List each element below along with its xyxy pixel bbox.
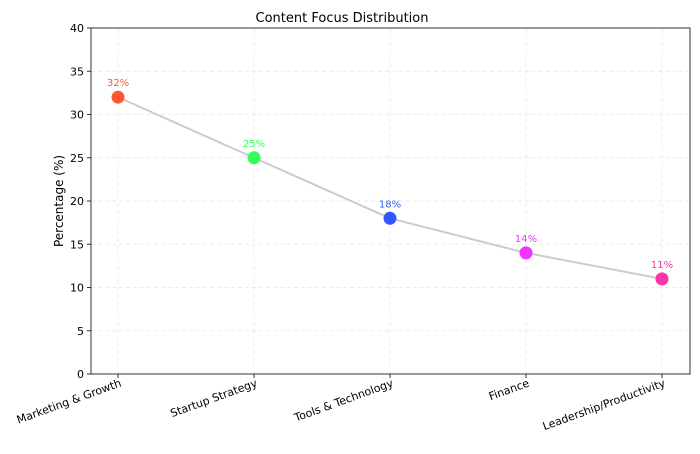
series-line [117,96,663,280]
data-label: 14% [515,234,537,245]
y-tick-label: 25 [70,152,84,165]
data-point [519,246,533,260]
y-tick-label: 0 [77,368,84,381]
y-tick-label: 15 [70,238,84,251]
x-tick-label: Finance [487,377,531,404]
data-point [111,90,125,104]
y-tick-label: 20 [70,195,84,208]
data-label: 25% [243,139,265,150]
data-label: 11% [651,260,673,271]
data-label: 32% [107,78,129,89]
x-tick-label: Startup Strategy [169,376,260,420]
x-tick-label: Leadership/Productivity [541,376,667,433]
y-axis-label: Percentage (%) [52,155,66,247]
y-tick-label: 10 [70,282,84,295]
data-point [383,211,397,225]
x-tick-label: Marketing & Growth [15,377,123,427]
y-tick-label: 40 [70,22,84,35]
chart-title: Content Focus Distribution [256,11,429,26]
y-tick-label: 5 [77,325,84,338]
y-tick-label: 35 [70,65,84,78]
y-tick-label: 30 [70,109,84,122]
data-label: 18% [379,199,401,210]
x-tick-label: Tools & Technology [292,376,396,424]
data-point [655,272,669,286]
data-point [247,151,261,165]
